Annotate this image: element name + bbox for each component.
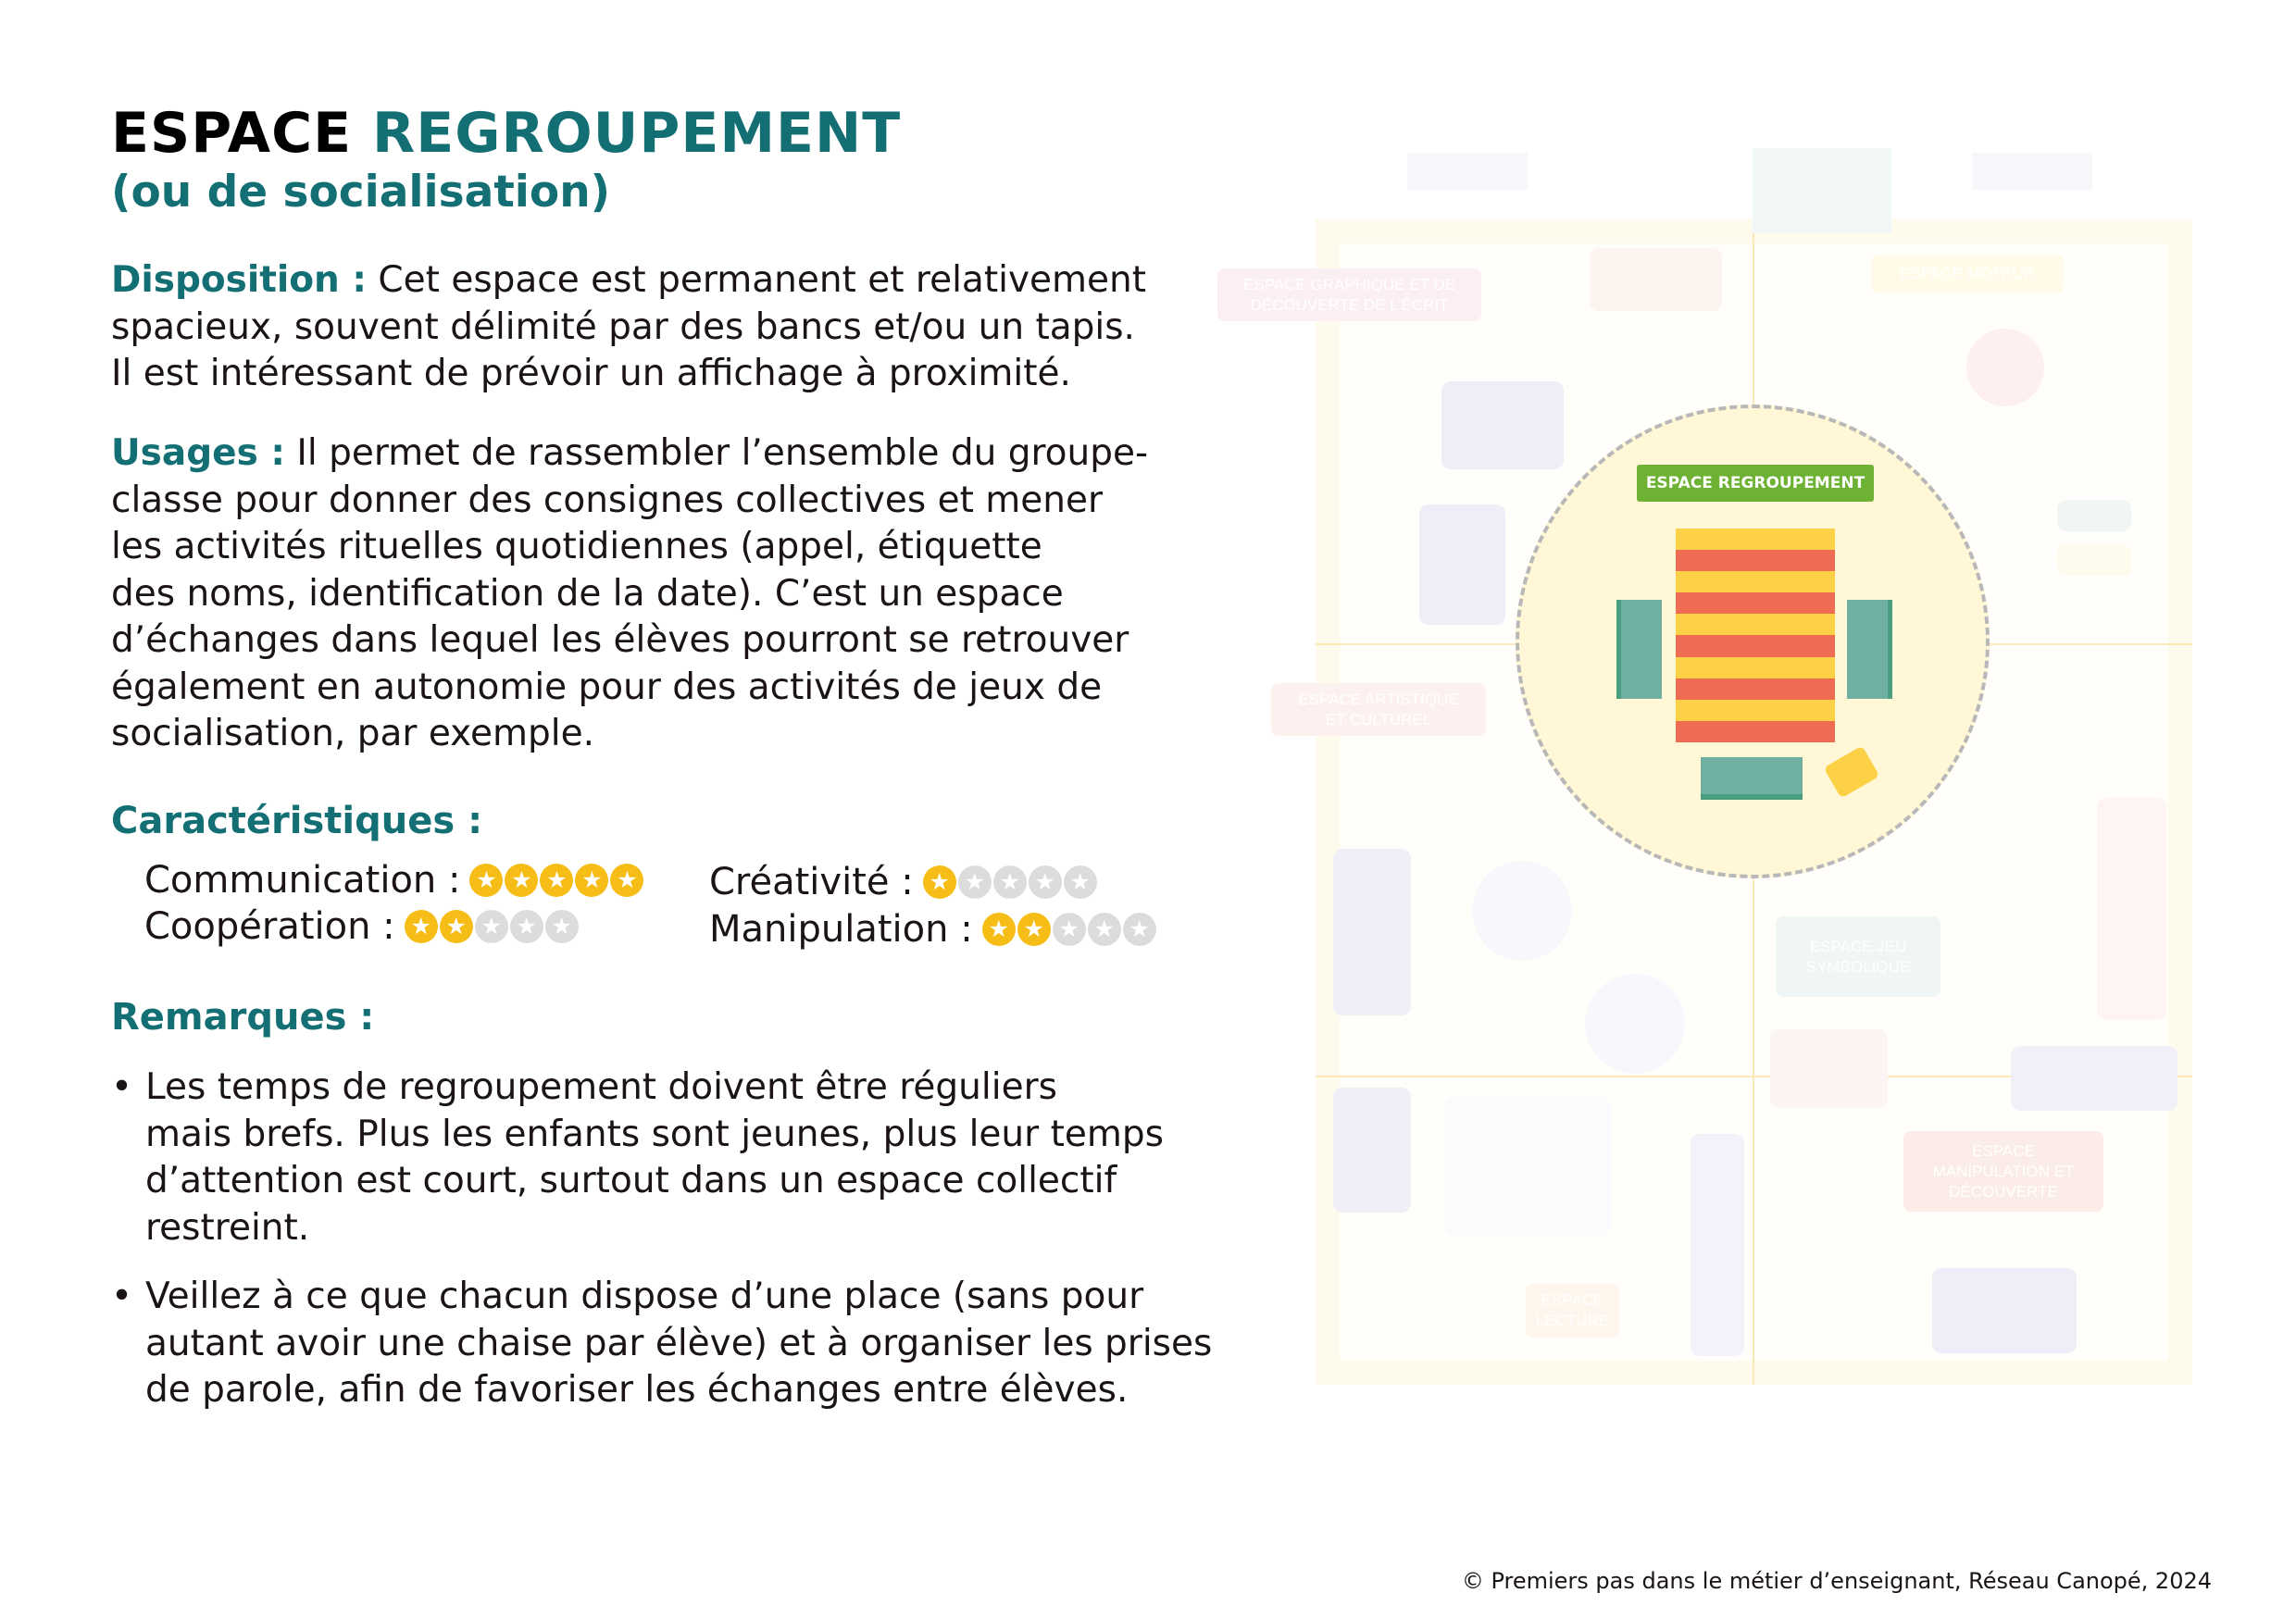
striped-rug xyxy=(1676,529,1835,742)
desk xyxy=(1590,248,1722,311)
window xyxy=(1407,153,1528,190)
rug-stripe xyxy=(1676,592,1835,615)
rug-stripe xyxy=(1676,571,1835,593)
round-table xyxy=(1472,861,1572,961)
star-rating: ★ ★ ★ ★ ★ xyxy=(404,910,579,943)
star-filled-icon: ★ xyxy=(1017,913,1051,946)
star-empty-icon: ★ xyxy=(992,865,1027,899)
zone-label-artistique: ESPACE ARTISTIQUE ET CULTUREL xyxy=(1271,683,1486,736)
star-empty-icon: ★ xyxy=(544,910,579,943)
star-filled-icon: ★ xyxy=(610,864,644,897)
rug-stripe xyxy=(1676,699,1835,721)
rug xyxy=(1444,1097,1611,1236)
zone-label-moteur: ESPACE MOTEUR xyxy=(1871,255,2064,293)
regroupement-label: ESPACE REGROUPEMENT xyxy=(1637,465,1874,502)
zone-label-lecture: ESPACE LECTURE xyxy=(1526,1284,1619,1338)
criterion-communication: Communication : ★ ★ ★ ★ ★ xyxy=(144,859,644,902)
criterion-creativite: Créativité : ★ ★ ★ ★ ★ xyxy=(709,861,1097,903)
disposition-paragraph: Disposition : Cet espace est permanent e… xyxy=(111,259,1147,394)
star-rating: ★ ★ ★ ★ ★ xyxy=(922,865,1097,899)
copyright-footer: © Premiers pas dans le métier d’enseigna… xyxy=(1461,1568,2212,1594)
star-filled-icon: ★ xyxy=(575,864,609,897)
usages-paragraph: Usages : Il permet de rassembler l’ensem… xyxy=(111,432,1149,754)
shelf xyxy=(2057,544,2131,576)
page-subtitle: (ou de socialisation) xyxy=(111,167,611,218)
rug-stripe xyxy=(1676,550,1835,572)
characteristics-heading: Caractéristiques : xyxy=(111,800,483,842)
rug-stripe xyxy=(1676,529,1835,551)
criterion-manipulation: Manipulation : ★ ★ ★ ★ ★ xyxy=(709,908,1156,951)
door xyxy=(1753,148,1891,233)
star-empty-icon: ★ xyxy=(957,865,992,899)
star-rating: ★ ★ ★ ★ ★ xyxy=(981,913,1156,946)
rug-stripe xyxy=(1676,635,1835,657)
rug-stripe xyxy=(1676,614,1835,636)
bench-bottom xyxy=(1701,757,1803,800)
table xyxy=(1419,504,1505,625)
bookshelf xyxy=(1691,1134,1744,1356)
zone-label-jeu: ESPACE JEU SYMBOLIQUE xyxy=(1776,916,1940,997)
star-filled-icon: ★ xyxy=(505,864,539,897)
star-empty-icon: ★ xyxy=(1052,913,1086,946)
round-table xyxy=(1585,974,1685,1074)
star-empty-icon: ★ xyxy=(474,910,508,943)
shelf xyxy=(2057,500,2131,531)
bench-left xyxy=(1616,600,1662,699)
kitchen xyxy=(2097,798,2166,1020)
rug-stripe xyxy=(1676,720,1835,742)
criterion-cooperation: Coopération : ★ ★ ★ ★ ★ xyxy=(144,905,579,948)
star-rating: ★ ★ ★ ★ ★ xyxy=(469,864,644,897)
star-filled-icon: ★ xyxy=(981,913,1016,946)
table xyxy=(1932,1268,2077,1353)
remarks-heading: Remarques : xyxy=(111,996,375,1039)
bullet-icon: • xyxy=(111,1276,133,1317)
bookcase xyxy=(1333,1088,1411,1213)
star-empty-icon: ★ xyxy=(1063,865,1097,899)
star-filled-icon: ★ xyxy=(439,910,473,943)
cabinet xyxy=(2011,1046,2177,1111)
star-filled-icon: ★ xyxy=(540,864,574,897)
bench-right xyxy=(1847,600,1892,699)
star-empty-icon: ★ xyxy=(509,910,543,943)
star-filled-icon: ★ xyxy=(469,864,504,897)
star-filled-icon: ★ xyxy=(404,910,438,943)
zone-label-graphique: ESPACE GRAPHIQUE ET DE DÉCOUVERTE DE L’É… xyxy=(1217,268,1481,321)
window xyxy=(1972,153,2092,190)
usages-label: Usages : xyxy=(111,432,285,474)
table xyxy=(1441,381,1564,469)
mat xyxy=(1966,329,2044,406)
page-title: ESPACE REGROUPEMENT xyxy=(111,101,902,166)
disposition-label: Disposition : xyxy=(111,259,367,301)
rug-stripe xyxy=(1676,656,1835,678)
plan-divider xyxy=(1316,1076,2192,1077)
star-filled-icon: ★ xyxy=(922,865,956,899)
play-house xyxy=(1770,1029,1888,1108)
bullet-icon: • xyxy=(111,1066,133,1108)
star-empty-icon: ★ xyxy=(1087,913,1121,946)
star-empty-icon: ★ xyxy=(1122,913,1156,946)
rug-stripe xyxy=(1676,678,1835,700)
star-empty-icon: ★ xyxy=(1028,865,1062,899)
cabinet xyxy=(1333,849,1411,1015)
zone-label-manipulation: ESPACE MANIPULATION ET DÉCOUVERTE xyxy=(1903,1131,2103,1212)
